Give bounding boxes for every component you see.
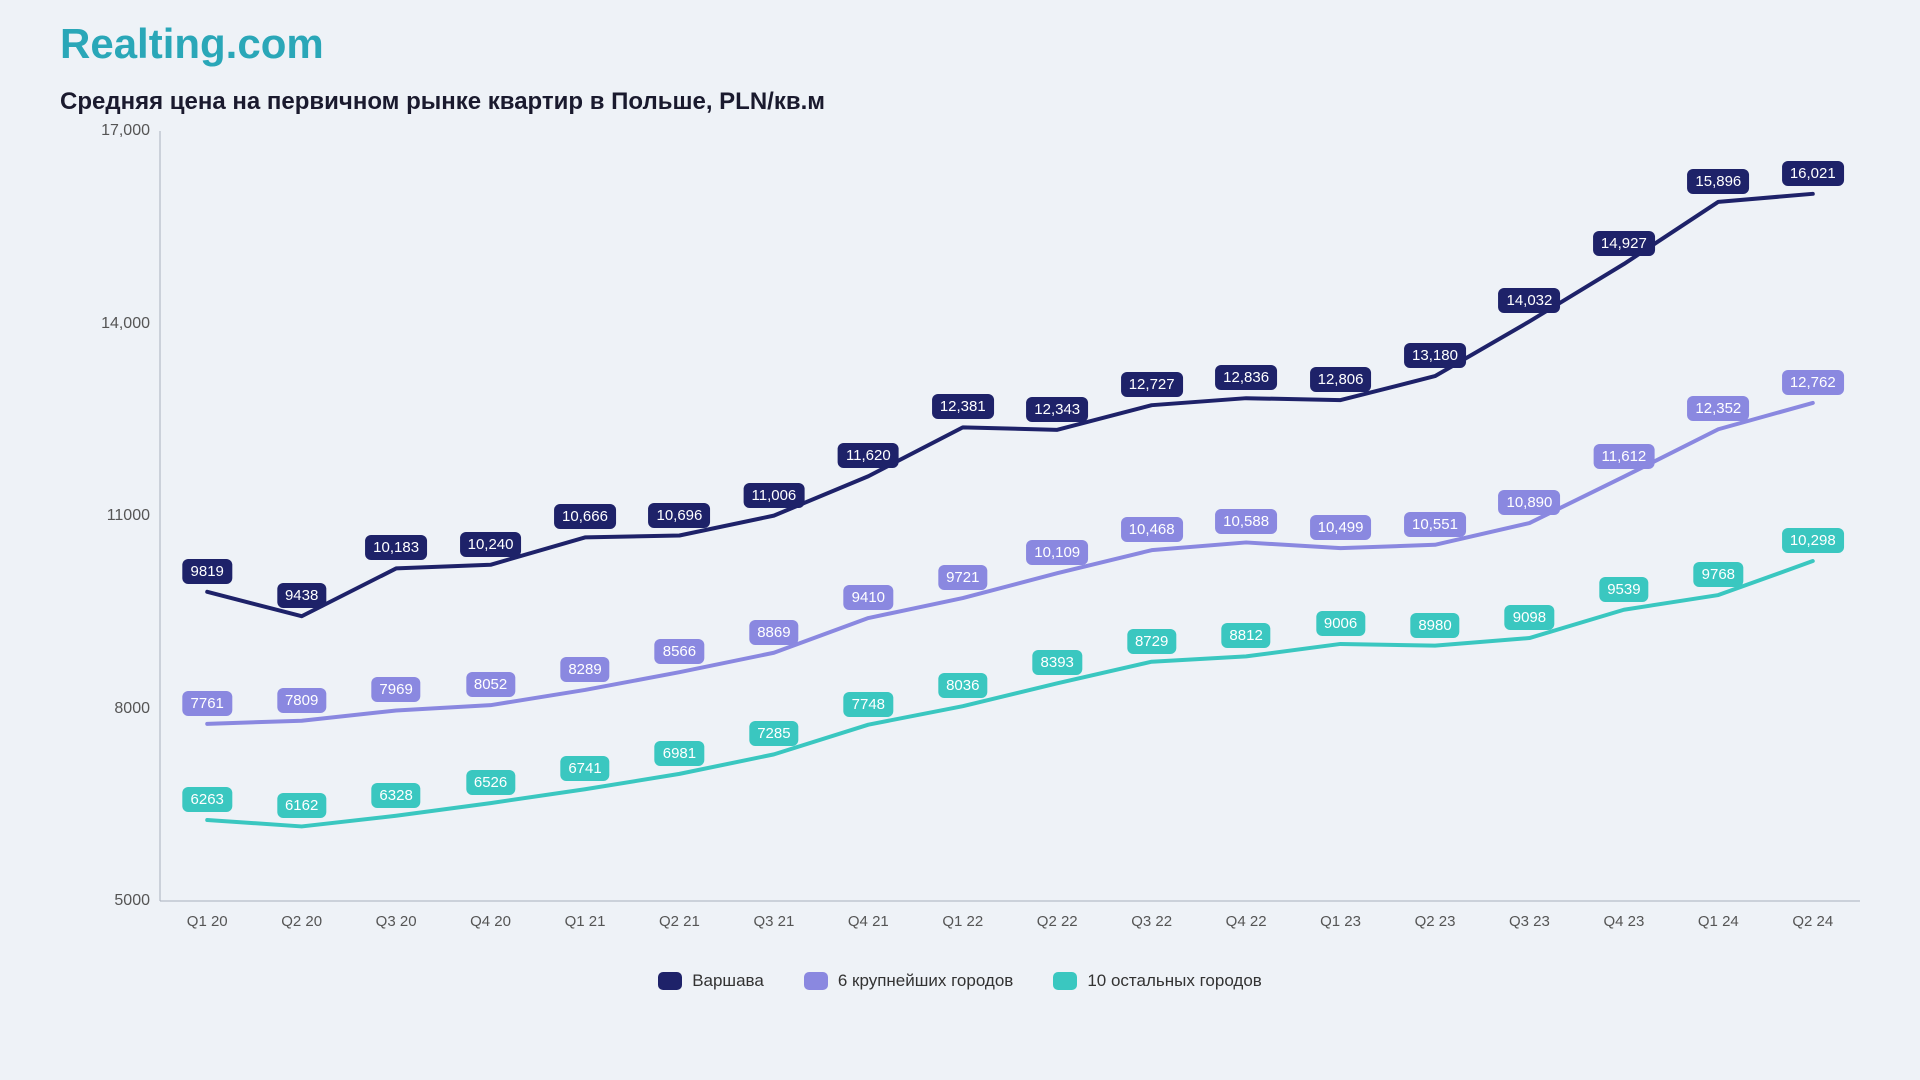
series-line xyxy=(207,561,1813,826)
data-label: 7809 xyxy=(277,688,326,713)
data-label: 10,666 xyxy=(554,504,616,529)
x-axis-tick: Q1 24 xyxy=(1698,913,1739,930)
legend-item: 10 остальных городов xyxy=(1053,971,1261,991)
y-axis-tick: 11000 xyxy=(80,507,150,525)
x-axis-tick: Q1 21 xyxy=(565,913,606,930)
legend-label: 10 остальных городов xyxy=(1087,971,1261,991)
data-label: 16,021 xyxy=(1782,161,1844,186)
x-axis-tick: Q2 22 xyxy=(1037,913,1078,930)
x-axis-tick: Q4 21 xyxy=(848,913,889,930)
data-label: 6162 xyxy=(277,793,326,818)
data-label: 9410 xyxy=(844,585,893,610)
data-label: 8729 xyxy=(1127,629,1176,654)
data-label: 8393 xyxy=(1033,650,1082,675)
x-axis-tick: Q1 20 xyxy=(187,913,228,930)
data-label: 12,381 xyxy=(932,394,994,419)
x-axis-tick: Q4 22 xyxy=(1226,913,1267,930)
data-label: 9721 xyxy=(938,565,987,590)
legend-item: Варшава xyxy=(658,971,764,991)
data-label: 8980 xyxy=(1410,613,1459,638)
data-label: 10,109 xyxy=(1026,540,1088,565)
x-axis-tick: Q3 20 xyxy=(376,913,417,930)
data-label: 10,499 xyxy=(1310,515,1372,540)
data-label: 10,298 xyxy=(1782,528,1844,553)
data-label: 7748 xyxy=(844,692,893,717)
chart-legend: Варшава 6 крупнейших городов 10 остальных … xyxy=(60,971,1860,991)
data-label: 11,006 xyxy=(743,483,804,508)
data-label: 12,343 xyxy=(1026,397,1088,422)
data-label: 8289 xyxy=(560,657,609,682)
data-label: 10,696 xyxy=(648,503,710,528)
legend-label: 6 крупнейших городов xyxy=(838,971,1014,991)
x-axis-tick: Q1 22 xyxy=(942,913,983,930)
site-logo: Realting.com xyxy=(60,20,1860,68)
data-label: 10,183 xyxy=(365,535,427,560)
data-label: 8036 xyxy=(938,673,987,698)
data-label: 7761 xyxy=(183,691,232,716)
data-label: 7969 xyxy=(371,677,420,702)
legend-swatch xyxy=(1053,972,1077,990)
series-line xyxy=(207,194,1813,616)
data-label: 9768 xyxy=(1694,562,1743,587)
legend-label: Варшава xyxy=(692,971,764,991)
data-label: 14,032 xyxy=(1498,288,1560,313)
data-label: 8566 xyxy=(655,639,704,664)
x-axis-tick: Q3 22 xyxy=(1131,913,1172,930)
x-axis-tick: Q2 24 xyxy=(1792,913,1833,930)
y-axis-tick: 5000 xyxy=(80,892,150,910)
data-label: 12,762 xyxy=(1782,370,1844,395)
x-axis-tick: Q1 23 xyxy=(1320,913,1361,930)
data-label: 14,927 xyxy=(1593,231,1655,256)
data-label: 7285 xyxy=(749,721,798,746)
line-chart: 500080001100014,00017,000Q1 20Q2 20Q3 20… xyxy=(60,131,1860,951)
data-label: 11,612 xyxy=(1593,444,1654,469)
y-axis-tick: 14,000 xyxy=(80,315,150,333)
y-axis-tick: 8000 xyxy=(80,700,150,718)
data-label: 10,588 xyxy=(1215,509,1277,534)
data-label: 6981 xyxy=(655,741,704,766)
data-label: 9539 xyxy=(1599,577,1648,602)
data-label: 10,551 xyxy=(1404,512,1466,537)
data-label: 10,468 xyxy=(1121,517,1183,542)
data-label: 8812 xyxy=(1221,623,1270,648)
legend-swatch xyxy=(658,972,682,990)
data-label: 9438 xyxy=(277,583,326,608)
data-label: 6263 xyxy=(183,787,232,812)
data-label: 12,352 xyxy=(1687,396,1749,421)
data-label: 8052 xyxy=(466,672,515,697)
data-label: 6328 xyxy=(371,783,420,808)
data-label: 12,806 xyxy=(1310,367,1372,392)
x-axis-tick: Q4 20 xyxy=(470,913,511,930)
y-axis-tick: 17,000 xyxy=(80,122,150,140)
x-axis-tick: Q3 21 xyxy=(753,913,794,930)
data-label: 6741 xyxy=(560,756,609,781)
data-label: 9819 xyxy=(183,559,232,584)
data-label: 15,896 xyxy=(1687,169,1749,194)
data-label: 10,240 xyxy=(460,532,522,557)
data-label: 13,180 xyxy=(1404,343,1466,368)
x-axis-tick: Q3 23 xyxy=(1509,913,1550,930)
data-label: 9006 xyxy=(1316,611,1365,636)
series-line xyxy=(207,403,1813,724)
data-label: 11,620 xyxy=(838,443,899,468)
data-label: 9098 xyxy=(1505,605,1554,630)
legend-swatch xyxy=(804,972,828,990)
legend-item: 6 крупнейших городов xyxy=(804,971,1014,991)
data-label: 6526 xyxy=(466,770,515,795)
x-axis-tick: Q2 21 xyxy=(659,913,700,930)
data-label: 8869 xyxy=(749,620,798,645)
chart-title: Средняя цена на первичном рынке квартир … xyxy=(60,88,1860,116)
data-label: 12,836 xyxy=(1215,365,1277,390)
data-label: 12,727 xyxy=(1121,372,1183,397)
x-axis-tick: Q2 20 xyxy=(281,913,322,930)
x-axis-tick: Q4 23 xyxy=(1603,913,1644,930)
x-axis-tick: Q2 23 xyxy=(1415,913,1456,930)
data-label: 10,890 xyxy=(1498,490,1560,515)
